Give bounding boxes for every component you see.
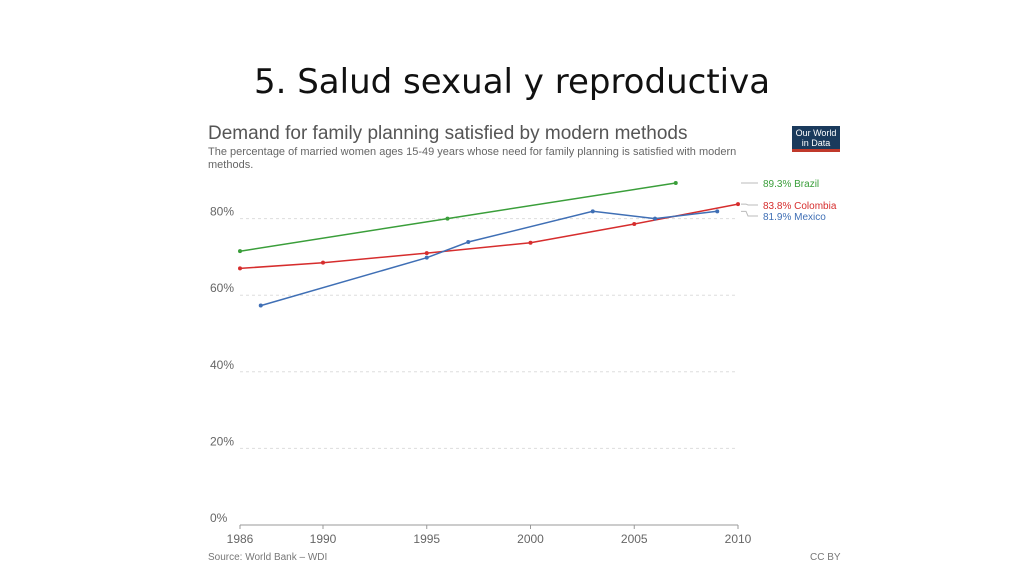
x-tick-label: 2005 [621, 532, 648, 546]
chart-subtitle: The percentage of married women ages 15-… [208, 146, 737, 171]
data-point-colombia [238, 266, 242, 271]
data-point-mexico [590, 209, 595, 214]
y-tick-label: 80% [210, 205, 234, 219]
data-point-brazil [238, 249, 242, 254]
slide-title: 5. Salud sexual y reproductiva [253, 62, 771, 102]
y-tick-label: 60% [210, 281, 234, 295]
series-line-colombia [239, 203, 739, 270]
data-point-colombia [424, 251, 429, 256]
data-point-mexico [715, 209, 720, 214]
series-end-label-brazil: 89.3% Brazil [763, 179, 819, 190]
series-line-brazil [239, 182, 676, 252]
x-tick-label: 1995 [413, 532, 440, 546]
data-point-mexico [653, 216, 657, 221]
data-point-colombia [632, 221, 637, 226]
y-tick-label: 40% [210, 358, 234, 372]
data-point-mexico [424, 255, 429, 260]
data-point-colombia [321, 260, 325, 265]
x-tick-label: 2000 [517, 532, 544, 546]
series-label-connector [741, 203, 758, 206]
y-tick-label: 0% [210, 511, 228, 525]
x-tick-label: 1986 [227, 532, 254, 546]
data-point-brazil [673, 181, 678, 185]
logo-line-2: in Data [801, 138, 831, 148]
chart-source: Source: World Bank – WDI [208, 552, 328, 563]
series-end-label-colombia: 83.8% Colombia [763, 201, 837, 212]
logo-line-1: Our World [795, 128, 837, 138]
series-label-connector [741, 210, 758, 217]
data-point-brazil [445, 216, 450, 221]
y-tick-label: 20% [210, 434, 234, 448]
data-point-mexico [466, 239, 471, 244]
x-tick-label: 2010 [725, 532, 752, 546]
chart-license[interactable]: CC BY [810, 552, 841, 563]
our-world-in-data-logo[interactable]: Our World in Data [792, 126, 840, 152]
chart-title: Demand for family planning satisfied by … [208, 123, 688, 144]
data-point-colombia [736, 202, 740, 207]
series-line-mexico [260, 210, 718, 307]
series-end-label-mexico: 81.9% Mexico [763, 212, 826, 223]
x-tick-label: 1990 [310, 532, 337, 546]
data-point-mexico [258, 303, 263, 308]
data-point-colombia [528, 240, 533, 245]
